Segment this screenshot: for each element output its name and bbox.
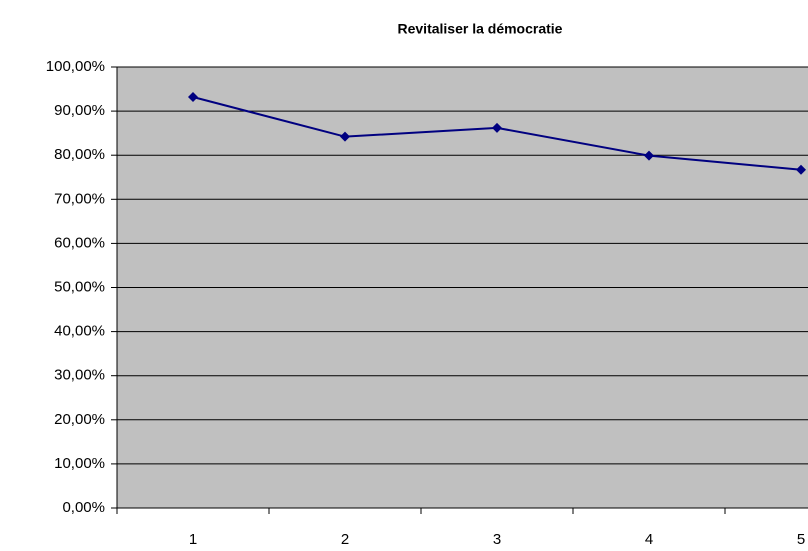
y-tick-label: 70,00% <box>54 190 105 207</box>
x-tick-label: 1 <box>189 531 197 548</box>
y-tick-label: 50,00% <box>54 278 105 295</box>
data-point <box>796 164 806 175</box>
x-tick-label: 2 <box>341 531 349 548</box>
y-tick-label: 60,00% <box>54 234 105 251</box>
x-tick-label: 4 <box>645 531 653 548</box>
x-tick-label: 5 <box>797 531 805 548</box>
y-tick-label: 10,00% <box>54 455 105 472</box>
y-tick-label: 90,00% <box>54 102 105 119</box>
y-tick-label: 100,00% <box>46 58 105 75</box>
data-point <box>492 122 502 133</box>
data-point <box>340 131 350 142</box>
y-tick-label: 80,00% <box>54 146 105 163</box>
y-tick-label: 0,00% <box>62 499 105 516</box>
data-point <box>644 150 654 161</box>
x-tick-label: 3 <box>493 531 501 548</box>
y-tick-label: 20,00% <box>54 411 105 428</box>
y-tick-label: 40,00% <box>54 323 105 340</box>
y-tick-label: 30,00% <box>54 367 105 384</box>
chart-title: Revitaliser la démocratie <box>398 21 563 37</box>
data-point <box>188 91 198 102</box>
